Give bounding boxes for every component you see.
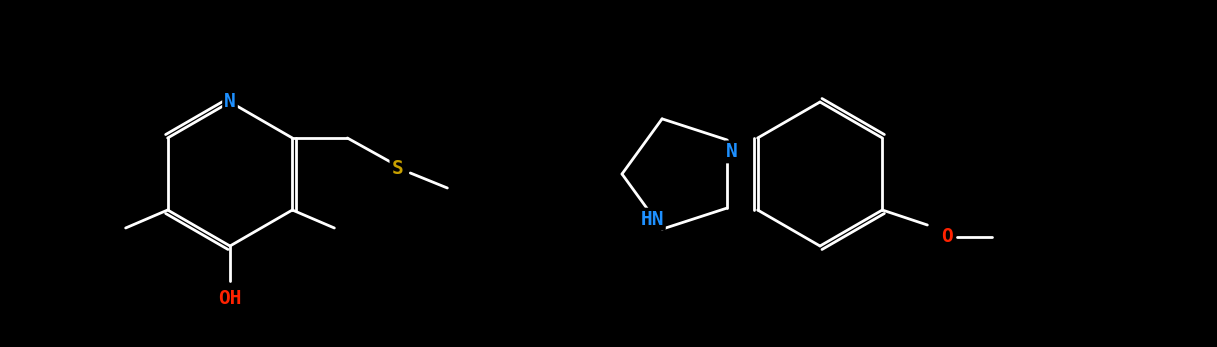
Text: N: N: [224, 93, 236, 111]
Text: OH: OH: [218, 288, 242, 307]
Text: N: N: [727, 142, 738, 161]
Text: O: O: [942, 228, 953, 246]
Text: S: S: [392, 159, 403, 178]
Text: HN: HN: [640, 210, 663, 229]
